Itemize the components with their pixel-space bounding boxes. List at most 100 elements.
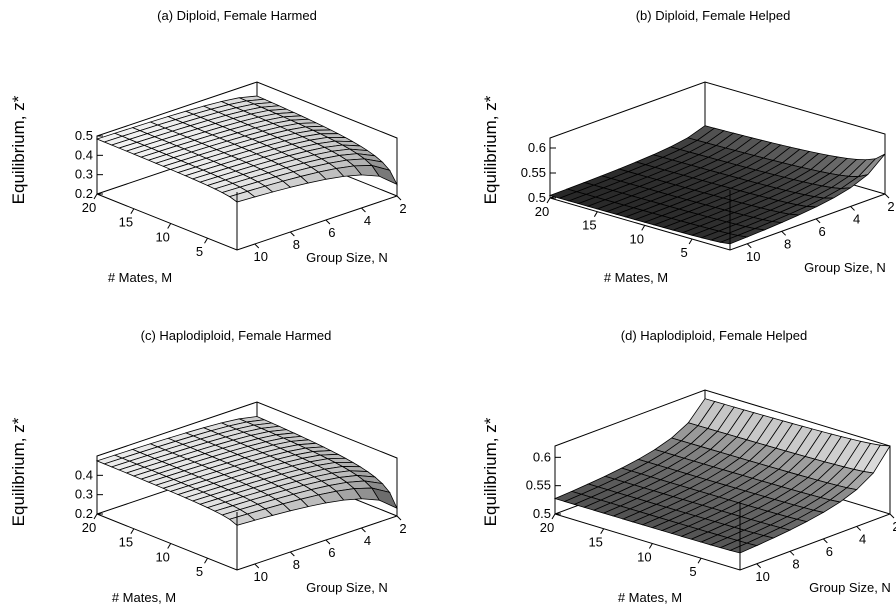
y-tick-mark [289,551,295,557]
y-tick-label: 8 [293,237,300,252]
x-tick-label: 5 [689,564,696,579]
y-axis-label: Group Size, N [804,260,886,275]
y-tick-mark [746,243,752,249]
y-tick-label: 2 [887,199,894,214]
x-tick-mark [648,543,653,549]
surface-facet [729,542,758,554]
x-tick-label: 10 [155,229,169,244]
y-tick-label: 8 [293,557,300,572]
x-tick-label: 15 [582,218,596,233]
surface-facet [228,190,256,203]
y-axis-label: Group Size, N [306,250,388,265]
x-tick-label: 5 [196,564,203,579]
y-tick-mark [361,527,366,533]
y-tick-label: 8 [792,556,799,571]
y-tick-label: 10 [746,249,760,264]
x-tick-label: 10 [637,549,651,564]
x-tick-label: 15 [119,215,133,230]
x-tick-label: 20 [82,520,96,535]
z-axis-label: Equilibrium, z* [9,95,28,204]
y-tick-mark [756,563,762,569]
y-tick-mark [325,539,331,545]
box-front-left [554,446,891,571]
z-tick-label: 0.2 [75,186,93,201]
x-tick-mark [593,211,598,217]
panel-title: (a) Diploid, Female Harmed [157,8,317,23]
x-tick-label: 5 [196,244,203,259]
x-tick-label: 20 [82,200,96,215]
y-tick-mark [884,193,890,199]
box-front-left [96,456,398,571]
x-tick-mark [93,193,98,200]
z-tick-label: 0.3 [75,487,93,502]
x-tick-label: 20 [540,520,554,535]
x-axis-label: # Mates, M [108,270,172,285]
x-tick-mark [204,237,208,244]
panel-title: (d) Haplodiploid, Female Helped [621,328,807,343]
y-tick-label: 4 [859,531,866,546]
x-tick-label: 10 [155,549,169,564]
panel-title: (c) Haplodiploid, Female Harmed [141,328,332,343]
x-tick-mark [167,543,172,549]
panel-c: (c) Haplodiploid, Female Harmed 0.2 0.3 0.… [9,328,407,605]
z-tick-label: 0.3 [75,167,93,182]
y-tick-mark [789,550,795,556]
box-front-left [549,138,886,251]
x-tick-mark [551,513,556,520]
z-axis-label: Equilibrium, z* [481,95,500,204]
y-tick-mark [254,563,260,569]
x-tick-label: 5 [680,245,687,260]
x-tick-mark [130,208,135,214]
x-axis-label: # Mates, M [112,590,176,605]
z-tick-label: 0.6 [533,449,551,464]
z-tick-label: 0.55 [521,165,546,180]
y-axis-label: Group Size, N [306,580,388,595]
panel-d: (d) Haplodiploid, Female Helped 0.5 0.55 0… [481,328,896,605]
x-axis-label: # Mates, M [618,590,682,605]
y-tick-label: 10 [254,249,268,264]
y-tick-label: 2 [892,519,896,534]
z-tick-label: 0.5 [75,128,93,143]
z-tick-label: 0.55 [526,478,551,493]
panel-b: (b) Diploid, Female Helped 0.5 0.55 0.6 20 1… [481,8,895,285]
x-tick-mark [546,197,551,204]
y-tick-mark [850,206,855,211]
panel-title: (b) Diploid, Female Helped [636,8,791,23]
x-tick-mark [600,528,605,534]
y-tick-label: 4 [364,533,371,548]
y-tick-mark [889,513,895,519]
y-tick-label: 6 [826,544,833,559]
x-tick-mark [641,225,646,231]
y-tick-mark [822,538,828,544]
z-tick-label: 0.4 [75,147,93,162]
y-tick-mark [361,207,366,213]
x-tick-mark [697,557,702,564]
y-axis-label: Group Size, N [809,580,891,595]
x-tick-label: 15 [588,535,602,550]
surface-facet [719,235,749,245]
y-tick-label: 8 [784,236,791,251]
y-tick-mark [289,231,295,237]
x-tick-mark [167,223,172,229]
y-tick-label: 10 [755,569,769,584]
x-tick-label: 15 [119,535,133,550]
y-tick-mark [781,230,787,236]
x-tick-mark [130,528,135,534]
z-tick-label: 0.5 [528,190,546,205]
panel-a: (a) Diploid, Female Harmed 0.2 0.3 0.4 0.5 2… [9,8,407,285]
y-tick-label: 6 [328,545,335,560]
y-tick-label: 2 [399,521,406,536]
x-tick-label: 10 [630,231,644,246]
y-tick-label: 6 [328,225,335,240]
y-tick-label: 2 [399,201,406,216]
z-tick-label: 0.6 [528,140,546,155]
y-tick-label: 6 [818,224,825,239]
x-tick-mark [93,513,98,520]
y-tick-label: 4 [364,213,371,228]
y-tick-mark [856,526,862,531]
z-tick-label: 0.4 [75,467,93,482]
y-tick-mark [325,219,331,225]
z-axis-label: Equilibrium, z* [481,417,500,526]
y-tick-mark [815,218,821,224]
